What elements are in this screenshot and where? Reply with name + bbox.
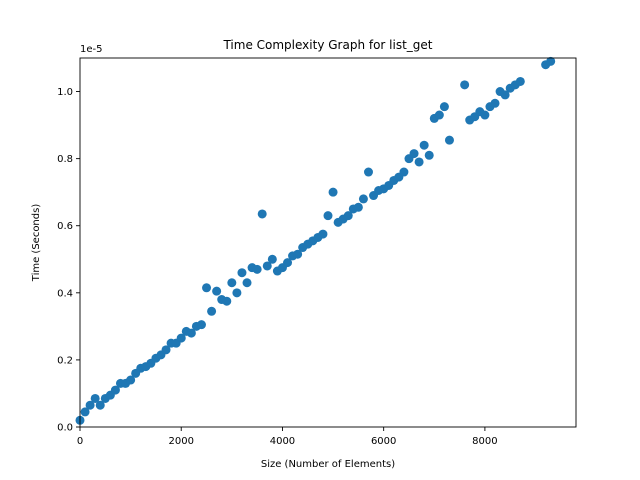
data-point <box>242 278 252 288</box>
y-tick-label: 0.8 <box>57 154 73 165</box>
data-point <box>110 385 120 395</box>
x-tick-label: 2000 <box>168 436 193 447</box>
data-point <box>515 76 525 86</box>
data-point <box>353 202 363 212</box>
data-points <box>75 56 556 425</box>
data-point <box>444 135 454 145</box>
y-tick-label: 0.4 <box>57 288 73 299</box>
y-tick-label: 0.2 <box>57 355 73 366</box>
data-point <box>424 150 434 160</box>
x-tick-label: 6000 <box>371 436 396 447</box>
data-point <box>490 98 500 108</box>
data-point <box>232 288 242 298</box>
data-point <box>460 80 470 90</box>
x-axis-label: Size (Number of Elements) <box>261 459 395 470</box>
y-tick-label: 0.6 <box>57 221 73 232</box>
x-tick-label: 4000 <box>270 436 295 447</box>
data-point <box>207 306 217 316</box>
data-point <box>222 296 232 306</box>
data-point <box>186 328 196 338</box>
data-point <box>283 258 293 268</box>
y-tick-label: 1.0 <box>57 87 73 98</box>
data-point <box>126 375 136 385</box>
data-point <box>95 400 105 410</box>
x-tick-label: 0 <box>77 436 83 447</box>
data-point <box>439 102 449 112</box>
x-axis-ticks: 0 2000 4000 6000 8000 <box>77 427 498 447</box>
data-point <box>252 264 262 274</box>
data-point <box>500 90 510 100</box>
data-point <box>328 187 338 197</box>
data-point <box>85 400 95 410</box>
data-point <box>267 254 277 264</box>
x-tick-label: 8000 <box>472 436 497 447</box>
y-offset-label: 1e-5 <box>80 44 103 55</box>
data-point <box>176 333 186 343</box>
plot-frame <box>79 57 577 428</box>
chart-title: Time Complexity Graph for list_get <box>222 38 432 52</box>
data-point <box>414 157 424 167</box>
data-point <box>196 320 206 330</box>
y-axis-ticks: 0.0 0.2 0.4 0.6 0.8 1.0 <box>57 87 80 434</box>
y-tick-label: 0.0 <box>57 423 73 434</box>
data-point <box>409 149 419 159</box>
data-point <box>202 283 212 293</box>
data-point <box>343 211 353 221</box>
data-point <box>419 140 429 150</box>
data-point <box>90 393 100 403</box>
data-point <box>480 110 490 120</box>
y-axis-label: Time (Seconds) <box>31 204 42 283</box>
data-point <box>358 194 368 204</box>
data-point <box>262 261 272 271</box>
data-point <box>363 167 373 177</box>
data-point <box>80 407 90 417</box>
data-point <box>227 278 237 288</box>
data-point <box>293 249 303 259</box>
data-point <box>257 209 267 219</box>
data-point <box>237 268 247 278</box>
data-point <box>434 110 444 120</box>
data-point <box>546 56 556 66</box>
data-point <box>399 167 409 177</box>
data-point <box>323 211 333 221</box>
data-point <box>161 345 171 355</box>
data-point <box>212 286 222 296</box>
data-point <box>318 229 328 239</box>
